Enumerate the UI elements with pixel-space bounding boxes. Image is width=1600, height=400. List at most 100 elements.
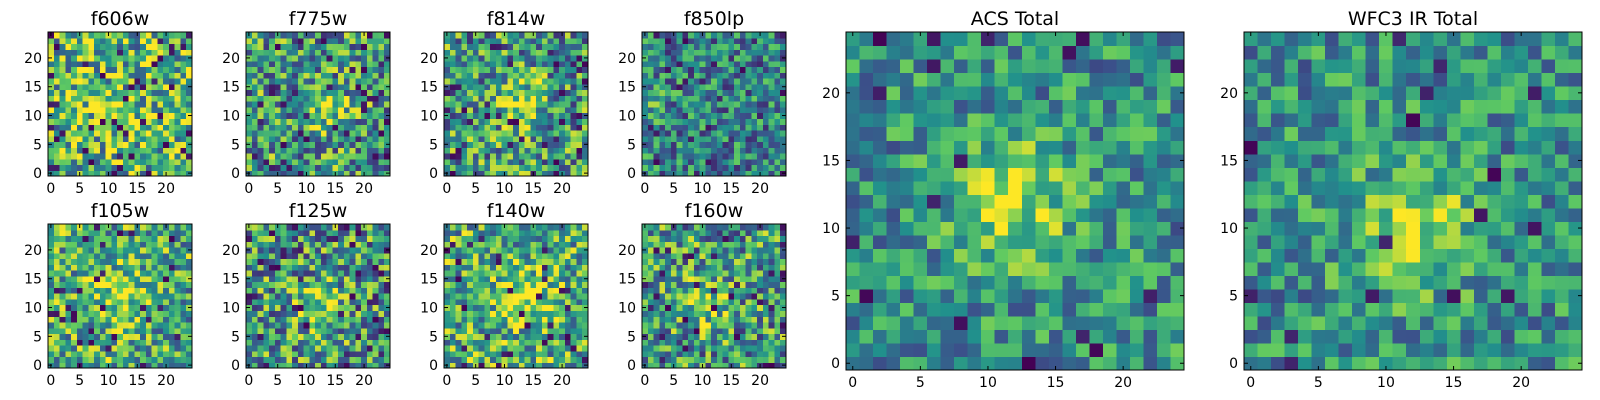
heatmap-cell: [361, 89, 368, 96]
heatmap-cell: [48, 147, 55, 154]
heatmap-cell: [292, 293, 299, 300]
heatmap-cell: [682, 55, 689, 62]
heatmap-cell: [343, 49, 351, 56]
heatmap-cell: [688, 55, 695, 62]
heatmap-cell: [716, 321, 724, 329]
heatmap-cell: [688, 321, 695, 329]
heatmap-cell: [151, 124, 159, 131]
heatmap-cell: [315, 287, 322, 294]
heatmap-cell: [711, 152, 718, 160]
heatmap-cell: [105, 247, 112, 254]
heatmap-cell: [711, 339, 718, 346]
heatmap-cell: [553, 72, 560, 79]
heatmap-cell: [297, 252, 305, 260]
heatmap-cell: [762, 333, 770, 340]
heatmap-cell: [682, 135, 689, 143]
heatmap-cell: [564, 49, 572, 56]
heatmap-cell: [326, 224, 333, 231]
heatmap-cell: [751, 43, 758, 50]
heatmap-cell: [444, 164, 451, 171]
heatmap-cell: [455, 49, 462, 56]
heatmap-cell: [676, 327, 683, 335]
heatmap-cell: [168, 344, 176, 352]
heatmap-cell: [122, 293, 130, 300]
heatmap-cell: [455, 158, 462, 166]
heatmap-cell: [467, 141, 474, 148]
heatmap-cell: [140, 264, 147, 271]
heatmap-cell: [251, 252, 259, 260]
heatmap-cell: [467, 78, 474, 85]
heatmap-cell: [536, 83, 543, 91]
heatmap-cell: [739, 287, 747, 294]
heatmap-cell: [111, 281, 118, 288]
heatmap-cell: [530, 37, 537, 45]
heatmap-cell: [478, 164, 485, 171]
heatmap-cell: [501, 158, 508, 166]
heatmap-cell: [751, 124, 758, 131]
heatmap-cell: [59, 298, 66, 306]
heatmap-cell: [274, 101, 282, 108]
heatmap-cell: [734, 124, 741, 131]
heatmap-cell: [76, 118, 84, 125]
heatmap-cell: [366, 298, 374, 306]
heatmap-cell: [739, 147, 747, 154]
heatmap-cell: [559, 152, 566, 160]
heatmap-cell: [246, 356, 253, 363]
heatmap-cell: [478, 141, 485, 148]
heatmap-cell: [444, 43, 451, 50]
heatmap-cell: [647, 287, 655, 294]
heatmap-cell: [780, 293, 787, 300]
heatmap-cell: [355, 270, 362, 277]
heatmap-cell: [99, 258, 107, 265]
heatmap-cell: [180, 129, 187, 137]
heatmap-cell: [711, 304, 718, 311]
heatmap-cell: [251, 321, 259, 329]
heatmap-cell: [151, 55, 159, 62]
heatmap-cell: [53, 362, 61, 369]
heatmap-cell: [693, 281, 701, 288]
heatmap-cell: [251, 147, 259, 154]
heatmap-cell: [693, 89, 701, 96]
heatmap-cell: [99, 252, 107, 260]
heatmap-cell: [151, 258, 159, 265]
heatmap-cell: [501, 258, 508, 265]
heatmap-cell: [309, 95, 316, 102]
heatmap-cell: [541, 247, 549, 254]
heatmap-cell: [444, 321, 451, 329]
heatmap-cell: [564, 356, 572, 363]
heatmap-cell: [484, 304, 491, 311]
heatmap-cell: [547, 321, 555, 329]
heatmap-cell: [507, 43, 514, 50]
heatmap-cell: [536, 270, 543, 277]
heatmap-cell: [384, 229, 391, 237]
heatmap-cell: [739, 55, 747, 62]
heatmap-cell: [349, 124, 357, 131]
heatmap-cell: [128, 37, 135, 45]
heatmap-cell: [739, 170, 747, 177]
heatmap-cell: [151, 152, 159, 160]
heatmap-cell: [269, 152, 276, 160]
heatmap-cell: [157, 101, 164, 108]
heatmap-cell: [76, 37, 84, 45]
heatmap-cell: [361, 275, 368, 283]
heatmap-cell: [111, 78, 118, 85]
heatmap-cell: [274, 106, 282, 114]
heatmap-cell: [174, 66, 182, 73]
heatmap-cell: [145, 224, 153, 231]
heatmap-cell: [326, 270, 333, 277]
heatmap-cell: [355, 37, 362, 45]
heatmap-cell: [315, 129, 322, 137]
heatmap-cell: [774, 43, 781, 50]
heatmap-cell: [355, 83, 362, 91]
heatmap-cell: [490, 356, 497, 363]
heatmap-cell: [495, 55, 503, 62]
heatmap-cell: [518, 83, 526, 91]
heatmap-cell: [768, 89, 776, 96]
heatmap-cell: [76, 129, 84, 137]
heatmap-cell: [326, 83, 333, 91]
heatmap-cell: [495, 321, 503, 329]
heatmap-cell: [659, 350, 666, 358]
heatmap-cell: [541, 270, 549, 277]
heatmap-cell: [518, 135, 526, 143]
heatmap-cell: [541, 112, 549, 119]
